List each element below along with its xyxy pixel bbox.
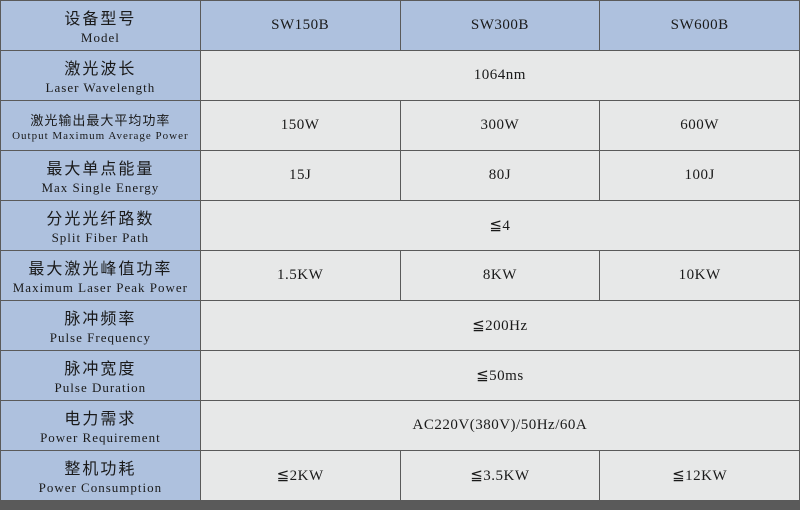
row-label: 激光输出最大平均功率Output Maximum Average Power [1,101,201,151]
data-cell: ≦200Hz [200,301,799,351]
row-label: 电力需求Power Requirement [1,401,201,451]
label-en: Output Maximum Average Power [3,130,198,142]
label-cn: 激光波长 [3,55,198,79]
data-cell: ≦12KW [600,451,800,501]
table-row: 脉冲频率Pulse Frequency≦200Hz [1,301,800,351]
label-en: Pulse Frequency [3,330,198,346]
label-en: Maximum Laser Peak Power [3,280,198,296]
table-row: 脉冲宽度Pulse Duration≦50ms [1,351,800,401]
table-row: 激光波长Laser Wavelength1064nm [1,51,800,101]
row-label: 设备型号Model [1,1,201,51]
table-row: 分光光纤路数Split Fiber Path≦4 [1,201,800,251]
data-cell: ≦50ms [200,351,799,401]
data-cell: 600W [600,101,800,151]
table-row: 整机功耗Power Consumption≦2KW≦3.5KW≦12KW [1,451,800,501]
label-en: Split Fiber Path [3,230,198,246]
table-row: 最大激光峰值功率Maximum Laser Peak Power1.5KW8KW… [1,251,800,301]
label-cn: 整机功耗 [3,455,198,479]
row-label: 整机功耗Power Consumption [1,451,201,501]
label-en: Pulse Duration [3,380,198,396]
row-label: 最大激光峰值功率Maximum Laser Peak Power [1,251,201,301]
table-row: 激光输出最大平均功率Output Maximum Average Power15… [1,101,800,151]
data-cell: AC220V(380V)/50Hz/60A [200,401,799,451]
row-label: 激光波长Laser Wavelength [1,51,201,101]
data-cell: ≦4 [200,201,799,251]
model-header: SW300B [400,1,600,51]
header-row: 设备型号ModelSW150BSW300BSW600B [1,1,800,51]
model-header: SW600B [600,1,800,51]
row-label: 最大单点能量Max Single Energy [1,151,201,201]
label-en: Power Requirement [3,430,198,446]
label-cn: 设备型号 [3,5,198,29]
data-cell: 100J [600,151,800,201]
data-cell: ≦3.5KW [400,451,600,501]
row-label: 脉冲频率Pulse Frequency [1,301,201,351]
label-cn: 电力需求 [3,405,198,429]
data-cell: 1.5KW [200,251,400,301]
model-header: SW150B [200,1,400,51]
label-cn: 脉冲宽度 [3,355,198,379]
label-en: Power Consumption [3,480,198,496]
row-label: 脉冲宽度Pulse Duration [1,351,201,401]
data-cell: 150W [200,101,400,151]
data-cell: 1064nm [200,51,799,101]
table-row: 电力需求Power RequirementAC220V(380V)/50Hz/6… [1,401,800,451]
row-label: 分光光纤路数Split Fiber Path [1,201,201,251]
label-en: Laser Wavelength [3,80,198,96]
label-cn: 分光光纤路数 [3,205,198,229]
label-cn: 激光输出最大平均功率 [3,110,198,129]
spec-table-body: 设备型号ModelSW150BSW300BSW600B激光波长Laser Wav… [1,1,800,501]
data-cell: 15J [200,151,400,201]
spec-table: 设备型号ModelSW150BSW300BSW600B激光波长Laser Wav… [0,0,800,501]
label-cn: 脉冲频率 [3,305,198,329]
label-en: Model [3,30,198,46]
data-cell: 300W [400,101,600,151]
label-en: Max Single Energy [3,180,198,196]
label-cn: 最大单点能量 [3,155,198,179]
data-cell: ≦2KW [200,451,400,501]
data-cell: 10KW [600,251,800,301]
data-cell: 80J [400,151,600,201]
data-cell: 8KW [400,251,600,301]
table-row: 最大单点能量Max Single Energy15J80J100J [1,151,800,201]
label-cn: 最大激光峰值功率 [3,255,198,279]
